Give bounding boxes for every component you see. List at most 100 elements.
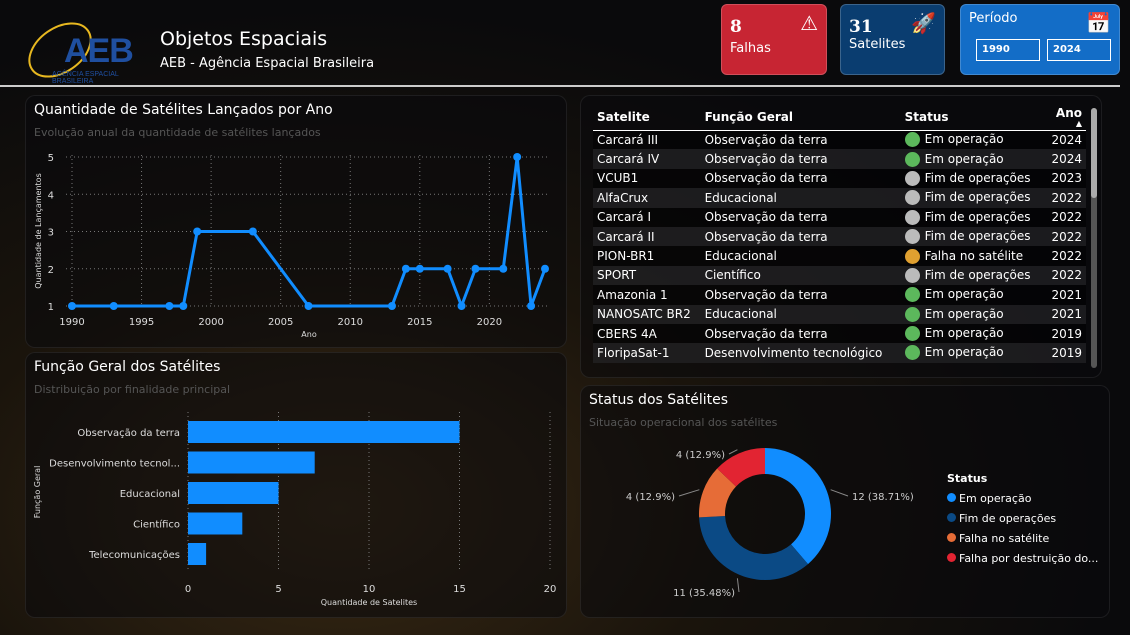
column-header[interactable]: Status xyxy=(900,104,1044,131)
column-header[interactable]: Função Geral xyxy=(700,104,901,131)
status-dot-icon xyxy=(904,267,920,283)
x-tick-label: 10 xyxy=(363,584,376,595)
year-cell: 2022 xyxy=(1043,265,1086,286)
data-point xyxy=(499,264,508,273)
status-cell: Em operação xyxy=(900,323,1044,344)
table-row[interactable]: Carcará III Observação da terra Em operaçã… xyxy=(593,130,1086,150)
status-cell: Fim de operações xyxy=(900,265,1044,286)
table-row[interactable]: Carcará IV Observação da terra Em operação… xyxy=(593,149,1086,169)
status-dot-icon xyxy=(904,306,920,322)
y-tick-label: 3 xyxy=(48,228,54,239)
satelites-value: 31 xyxy=(849,17,873,37)
column-header[interactable]: Ano ▲ xyxy=(1043,104,1086,131)
data-point xyxy=(471,264,480,273)
table-row[interactable]: FloripaSat-1 Desenvolvimento tecnológico E… xyxy=(593,343,1086,363)
bar xyxy=(188,451,315,474)
bar xyxy=(188,421,460,443)
table-scrollbar[interactable] xyxy=(1091,108,1097,368)
status-cell: Fim de operações xyxy=(900,168,1044,189)
table-row[interactable]: Carcará I Observação da terra Fim de opera… xyxy=(593,207,1086,227)
year-cell: 2019 xyxy=(1043,323,1086,344)
table-row[interactable]: AlfaCrux Educacional Fim de operações 2022 xyxy=(593,188,1086,208)
legend-label: Falha no satélite xyxy=(959,532,1050,545)
periodo-label: Período xyxy=(969,11,1018,26)
x-tick-label: 5 xyxy=(275,584,281,595)
data-point xyxy=(415,264,424,273)
table-row[interactable]: VCUB1 Observação da terra Fim de operações… xyxy=(593,168,1086,189)
data-point xyxy=(248,227,257,236)
slice-label: 4 (12.9%) xyxy=(676,450,725,461)
status-dot-icon xyxy=(904,132,920,148)
function-cell: Observação da terra xyxy=(700,226,901,247)
y-axis-label: Função Geral xyxy=(33,466,42,519)
satellite-name: PION-BR1 xyxy=(593,246,701,266)
function-cell: Desenvolvimento tecnológico xyxy=(700,343,901,363)
year-cell: 2022 xyxy=(1043,246,1086,266)
satellite-table: Satelite Função Geral Status Ano ▲ Carcará I… xyxy=(593,104,1086,363)
satellite-name: FloripaSat-1 xyxy=(593,343,701,363)
legend-item[interactable]: Falha por destruição do... xyxy=(947,552,1098,565)
category-label: Telecomunicações xyxy=(88,550,180,561)
data-point xyxy=(193,227,202,236)
column-header[interactable]: Satelite xyxy=(593,104,701,131)
header-divider xyxy=(0,85,1120,87)
data-point xyxy=(387,302,396,310)
falhas-value: 8 xyxy=(730,17,742,37)
status-cell: Em operação xyxy=(900,149,1044,169)
scrollbar-thumb[interactable] xyxy=(1091,108,1097,198)
status-cell: Falha no satélite xyxy=(900,246,1044,266)
leader-line xyxy=(736,578,740,593)
period-start-input[interactable]: 1990 xyxy=(976,39,1040,61)
year-cell: 2024 xyxy=(1043,149,1086,169)
status-dot-icon xyxy=(904,287,920,303)
donut-legend: Status Em operação Fim de operações Falha … xyxy=(947,472,1098,572)
status-dot-icon xyxy=(904,151,920,167)
data-point xyxy=(109,302,118,310)
donut-slice xyxy=(699,468,737,518)
table-row[interactable]: NANOSATC BR2 Educacional Em operação 2021 xyxy=(593,304,1086,324)
page-title: Objetos Espaciais xyxy=(160,28,328,50)
function-cell: Científico xyxy=(700,265,901,286)
function-cell: Observação da terra xyxy=(700,285,901,305)
legend-dot xyxy=(947,533,956,542)
slice-label: 4 (12.9%) xyxy=(626,492,675,503)
x-tick-label: 1990 xyxy=(59,317,84,328)
bar-chart-panel: Função Geral dos Satélites Distribuição … xyxy=(25,352,567,618)
legend-label: Fim de operações xyxy=(959,512,1057,525)
rocket-icon: 🚀 xyxy=(911,11,936,35)
legend-dot xyxy=(947,513,956,522)
table-row[interactable]: Amazonia 1 Observação da terra Em operação… xyxy=(593,285,1086,305)
table-row[interactable]: Carcará II Observação da terra Fim de oper… xyxy=(593,226,1086,247)
year-cell: 2021 xyxy=(1043,285,1086,305)
function-cell: Observação da terra xyxy=(700,207,901,227)
legend-item[interactable]: Fim de operações xyxy=(947,512,1098,525)
function-cell: Observação da terra xyxy=(700,130,901,150)
function-cell: Educacional xyxy=(700,304,901,324)
data-point xyxy=(401,264,410,273)
satellite-table-panel: Satelite Função Geral Status Ano ▲ Carcará I… xyxy=(580,95,1102,378)
line-chart-title: Quantidade de Satélites Lançados por Ano xyxy=(34,102,333,118)
x-tick-label: 15 xyxy=(453,584,466,595)
leader-line xyxy=(830,489,849,497)
satellite-name: Amazonia 1 xyxy=(593,285,701,305)
category-label: Observação da terra xyxy=(77,428,180,439)
bar xyxy=(188,512,243,535)
leader-line xyxy=(678,489,700,497)
satellite-name: NANOSATC BR2 xyxy=(593,304,701,324)
status-cell: Em operação xyxy=(900,304,1044,324)
period-end-input[interactable]: 2024 xyxy=(1047,39,1111,61)
satellite-name: Carcará I xyxy=(593,207,701,227)
legend-item[interactable]: Falha no satélite xyxy=(947,532,1098,545)
table-row[interactable]: SPORT Científico Fim de operações 2022 xyxy=(593,265,1086,286)
legend-item[interactable]: Em operação xyxy=(947,492,1098,505)
legend-label: Em operação xyxy=(959,492,1032,505)
table-row[interactable]: CBERS 4A Observação da terra Em operação 20… xyxy=(593,323,1086,344)
year-cell: 2024 xyxy=(1043,130,1086,150)
x-tick-label: 2000 xyxy=(198,317,223,328)
sort-up-icon[interactable]: ▲ xyxy=(1075,118,1082,128)
logo-text: AEB xyxy=(64,32,134,70)
table-row[interactable]: PION-BR1 Educacional Falha no satélite 2022 xyxy=(593,246,1086,266)
calendar-icon: 📅 xyxy=(1086,11,1111,35)
y-tick-label: 2 xyxy=(48,265,54,276)
